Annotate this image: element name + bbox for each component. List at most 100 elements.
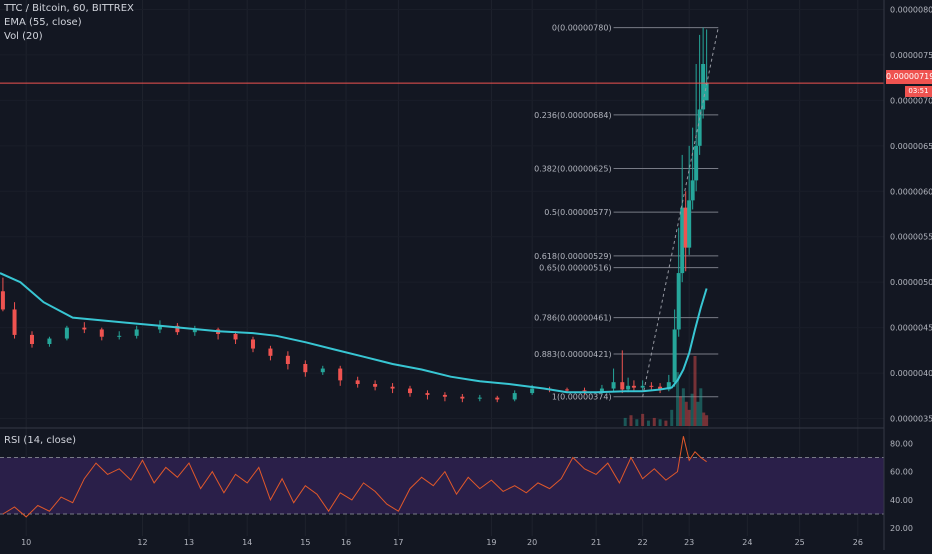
volume-bar [629,415,633,426]
rsi-axis[interactable]: 80.00 60.00 40.00 20.00 [890,439,913,533]
candle-body [82,327,87,330]
candle-body [704,83,709,101]
candle-body [355,380,360,384]
candle-body [658,386,663,390]
volume-bar [670,409,674,426]
candle-body [425,393,430,395]
trend-line[interactable] [642,27,719,397]
volume-bar [658,419,662,426]
candle-body [47,338,52,344]
fib-level-label: 0.883(0.00000421) [534,350,612,359]
candle-body [565,389,570,391]
time-axis[interactable]: 10 12 13 14 15 16 17 19 20 21 22 23 24 25 26 [21,538,863,547]
candle-body [373,384,378,387]
candle-body [175,325,180,333]
candle-body [620,382,625,390]
volume-bar [623,417,627,426]
time-axis-label: 24 [742,538,752,547]
candle-body [477,397,482,399]
ema-legend[interactable]: EMA (55, close) [4,17,82,28]
candle-body [701,64,706,110]
candle-body [192,329,197,333]
volume-bar [687,409,691,426]
volume-bar [641,413,645,426]
trend-line-segment [642,27,719,397]
fib-level-label: 0.382(0.00000625) [534,165,612,174]
volume-bar [646,420,650,426]
time-axis-label: 19 [486,538,496,547]
candle-body [64,327,69,339]
time-axis-label: 20 [527,538,537,547]
price-axis-label: 0.00000350 [890,415,932,424]
rsi-legend[interactable]: RSI (14, close) [4,435,77,446]
rsi-series [2,436,707,518]
fib-level-label: 0(0.00000780) [552,24,612,33]
time-axis-label: 17 [393,538,403,547]
candle-body [117,335,122,337]
time-axis-label: 13 [184,538,194,547]
candle-body [599,388,604,392]
ema-line [0,272,708,394]
volume-series [623,356,709,426]
volume-bar [676,372,680,426]
last-price-badge: 0.00000719 [886,70,932,84]
time-axis-label: 22 [638,538,648,547]
candle-body [666,382,671,390]
candle-body [694,145,699,181]
candle-body [676,273,681,330]
rsi-line [2,436,707,518]
time-axis-label: 16 [341,538,351,547]
rsi-guide-lines [0,456,884,515]
time-axis-label: 14 [242,538,252,547]
candle-body [303,364,308,373]
volume-legend[interactable]: Vol (20) [4,31,43,42]
volume-bar [693,356,697,426]
fib-level-label: 0.618(0.00000529) [534,252,612,261]
candle-body [99,329,104,337]
volume-bar [681,388,685,426]
time-axis-label: 15 [300,538,310,547]
volume-bar [684,401,688,426]
volume-bar [699,388,703,426]
candle-body [29,334,34,344]
rsi-axis-label: 80.00 [890,439,913,448]
rsi-axis-label: 20.00 [890,524,913,533]
volume-bar [635,419,639,426]
fib-level-label: 0.786(0.00000461) [534,314,612,323]
candle-body [530,388,535,394]
candle-body [134,329,139,336]
volume-bar [678,396,682,426]
candle-body [640,385,645,388]
volume-bar [664,420,668,426]
candle-body [690,180,695,201]
candle-body [338,368,343,381]
ema-series [0,272,708,394]
candle-body [672,329,677,383]
time-axis-label: 26 [853,538,863,547]
time-axis-label: 21 [591,538,601,547]
symbol-legend[interactable]: TTC / Bitcoin, 60, BITTREX [4,3,134,14]
fibonacci-retracement[interactable]: 0(0.00000780) 0.236(0.00000684) 0.382(0.00… [534,24,719,402]
candlestick-series [0,27,709,403]
candle-body [626,385,631,390]
candle-body [683,207,688,248]
candle-body [495,397,500,400]
candle-body [12,309,17,335]
bar-countdown-badge: 03:51 [905,86,932,97]
candle-body [285,355,290,364]
time-axis-label: 25 [795,538,805,547]
candle-body [649,385,654,387]
volume-bar [690,393,694,426]
rsi-axis-label: 60.00 [890,468,913,477]
